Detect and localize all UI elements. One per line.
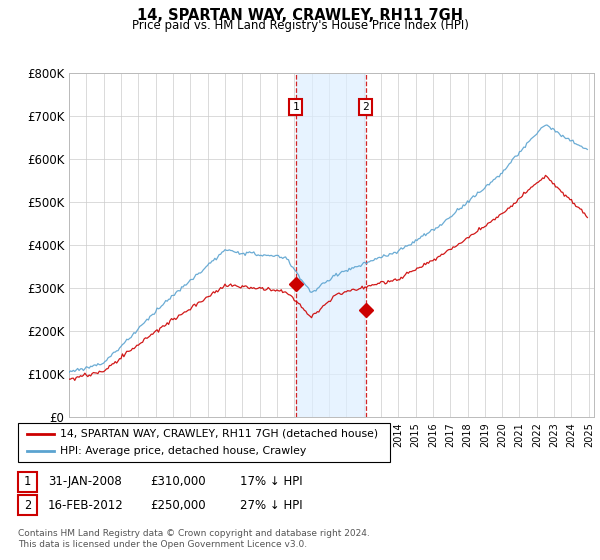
Text: 2: 2 [362, 102, 369, 112]
Text: 16-FEB-2012: 16-FEB-2012 [48, 498, 124, 512]
Text: 27% ↓ HPI: 27% ↓ HPI [240, 498, 302, 512]
Text: 14, SPARTAN WAY, CRAWLEY, RH11 7GH: 14, SPARTAN WAY, CRAWLEY, RH11 7GH [137, 8, 463, 24]
Text: 17% ↓ HPI: 17% ↓ HPI [240, 475, 302, 488]
Text: 1: 1 [292, 102, 299, 112]
Text: £310,000: £310,000 [150, 475, 206, 488]
Text: Price paid vs. HM Land Registry's House Price Index (HPI): Price paid vs. HM Land Registry's House … [131, 19, 469, 32]
Text: Contains HM Land Registry data © Crown copyright and database right 2024.
This d: Contains HM Land Registry data © Crown c… [18, 529, 370, 549]
Text: £250,000: £250,000 [150, 498, 206, 512]
Text: 31-JAN-2008: 31-JAN-2008 [48, 475, 122, 488]
Text: HPI: Average price, detached house, Crawley: HPI: Average price, detached house, Craw… [60, 446, 306, 456]
Text: 14, SPARTAN WAY, CRAWLEY, RH11 7GH (detached house): 14, SPARTAN WAY, CRAWLEY, RH11 7GH (deta… [60, 429, 378, 439]
Text: 1: 1 [24, 475, 31, 488]
Bar [296, 73, 365, 417]
Text: 2: 2 [24, 498, 31, 512]
